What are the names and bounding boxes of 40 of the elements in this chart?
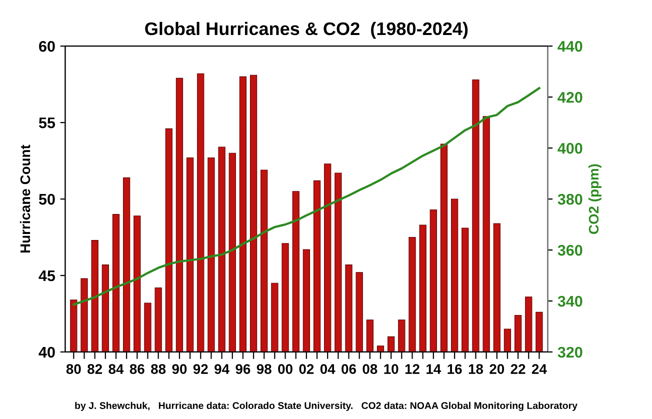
line-series (72, 87, 540, 306)
x-tick-label: 16 (448, 364, 462, 374)
x-tick-label: 94 (214, 364, 230, 374)
x-tick-label: 20 (490, 364, 504, 374)
x-tick-label: 84 (108, 364, 124, 374)
y2-tick-label: 420 (558, 92, 582, 103)
x-tick-label: 06 (342, 364, 356, 374)
x-tick-label: 22 (510, 364, 526, 374)
y-tick-label: 40 (38, 346, 55, 358)
y-tick-label: 55 (38, 118, 56, 128)
x-tick-label: 14 (426, 364, 442, 374)
x-tick-label: 90 (172, 364, 187, 374)
x-tick-label: 80 (66, 364, 81, 374)
chart-title: Global Hurricanes & CO2 (1980-2024) (145, 22, 468, 39)
y-tick-label: 60 (39, 40, 55, 52)
x-tick-label: 00 (278, 364, 292, 374)
x-tick-label: 96 (236, 364, 250, 374)
x-tick-label: 86 (130, 364, 144, 374)
y2-tick-label: 320 (558, 346, 582, 358)
x-tick-label: 82 (88, 364, 102, 374)
y2-tick-label: 440 (558, 40, 582, 52)
x-tick-label: 24 (532, 364, 547, 374)
y2-tick-label: 340 (558, 296, 582, 307)
y2-tick-label: 360 (558, 244, 582, 256)
y-axis-title: Hurricane Count (20, 144, 30, 252)
x-tick-label: 88 (151, 364, 166, 374)
x-tick-label: 04 (320, 364, 336, 374)
x-tick-label: 08 (362, 364, 378, 374)
y2-tick-label: 380 (558, 194, 582, 205)
text: by J. Shewchuk, Hurricane data: Colorado State University. CO2 data: NOAA Global Monitoring Laboratory (75, 402, 578, 411)
x-tick-label: 92 (193, 364, 208, 374)
y-tick-label: 50 (38, 194, 55, 205)
y-tick-label: 45 (38, 270, 56, 282)
y2-axis-title: CO2 (ppm) (588, 164, 602, 234)
x-tick-label: 02 (299, 364, 314, 374)
x-tick-label: 12 (405, 364, 420, 374)
y2-tick-label: 400 (558, 142, 582, 154)
x-tick-label: 10 (384, 364, 398, 374)
x-tick-label: 18 (468, 364, 484, 374)
x-tick-label: 98 (256, 364, 272, 374)
